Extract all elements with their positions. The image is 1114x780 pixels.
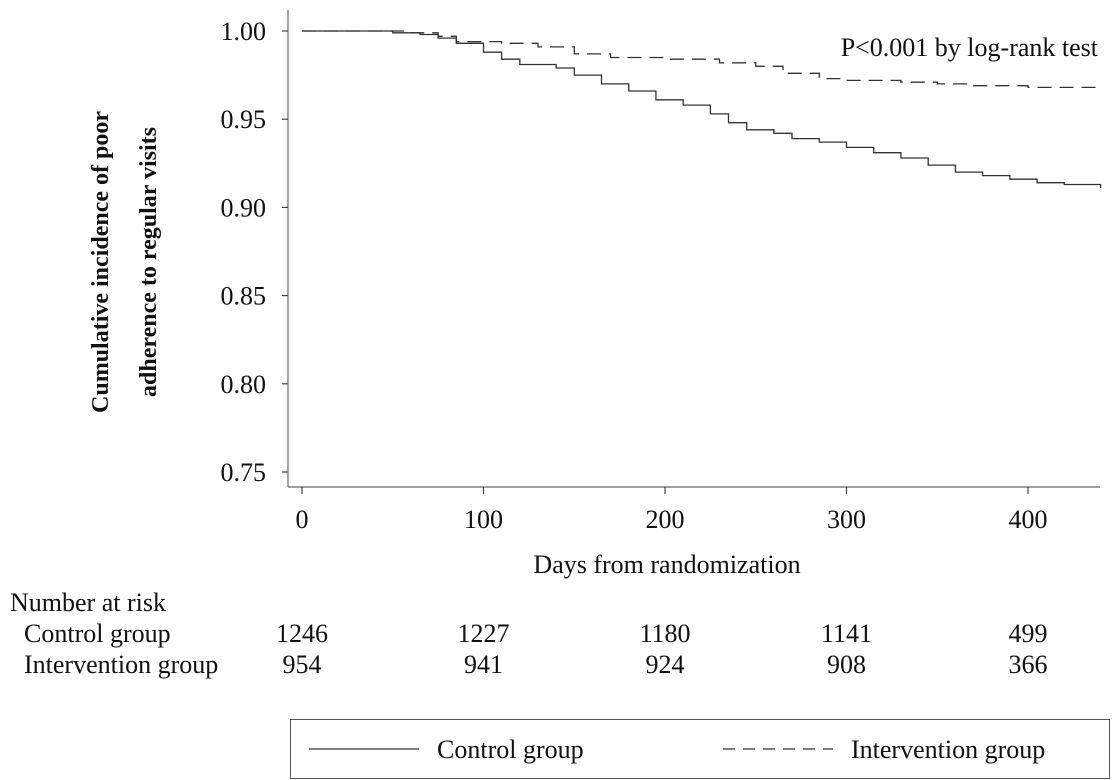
risk-row-label-control: Control group bbox=[24, 619, 171, 648]
risk-table-title: Number at risk bbox=[10, 588, 166, 617]
risk-value: 908 bbox=[827, 650, 866, 679]
legend-label-control: Control group bbox=[437, 735, 584, 764]
y-axis-label-line-1: Cumulative incidence of poor bbox=[88, 111, 114, 413]
risk-value: 1141 bbox=[820, 619, 873, 648]
risk-value: 366 bbox=[1008, 650, 1048, 679]
y-axis-label-line-2: adherence to regular visits bbox=[136, 127, 162, 397]
series-line-control bbox=[302, 30, 1102, 188]
risk-value: 1180 bbox=[639, 619, 691, 648]
risk-row-label-intervention: Intervention group bbox=[24, 650, 219, 679]
y-tick-label: 0.80 bbox=[221, 370, 267, 399]
series-line-intervention bbox=[302, 30, 1102, 90]
y-tick-label: 0.90 bbox=[221, 193, 267, 222]
y-axis-label: Cumulative incidence of poor adherence t… bbox=[88, 111, 162, 413]
y-tick-label: 0.95 bbox=[221, 105, 267, 134]
risk-value: 924 bbox=[645, 650, 685, 679]
x-tick-label: 0 bbox=[296, 505, 309, 534]
series-layer bbox=[302, 30, 1102, 188]
x-tick-label: 100 bbox=[464, 505, 503, 534]
x-tick-label: 400 bbox=[1009, 505, 1048, 534]
legend: Control group Intervention group bbox=[290, 719, 1110, 779]
legend-label-intervention: Intervention group bbox=[851, 735, 1046, 764]
x-tick-label: 300 bbox=[827, 505, 866, 534]
risk-value: 1246 bbox=[276, 619, 328, 648]
x-axis-label: Days from randomization bbox=[533, 550, 800, 579]
chart: 0.75 0.80 0.85 0.90 0.95 1.00 0 100 200 300 400 P<… bbox=[88, 10, 1102, 579]
y-tick-label: 0.75 bbox=[221, 458, 267, 487]
y-tick-label: 1.00 bbox=[221, 17, 267, 46]
risk-value: 941 bbox=[464, 650, 503, 679]
y-tick-label: 0.85 bbox=[221, 282, 267, 311]
risk-value: 954 bbox=[282, 650, 322, 679]
legend-swatches bbox=[309, 748, 833, 750]
annotation: P<0.001 by log-rank test bbox=[841, 33, 1099, 62]
axes: 0.75 0.80 0.85 0.90 0.95 1.00 0 100 200 300 400 bbox=[221, 10, 1100, 534]
risk-value: 499 bbox=[1008, 619, 1048, 648]
x-tick-label: 200 bbox=[646, 505, 685, 534]
risk-value: 1227 bbox=[457, 619, 510, 648]
